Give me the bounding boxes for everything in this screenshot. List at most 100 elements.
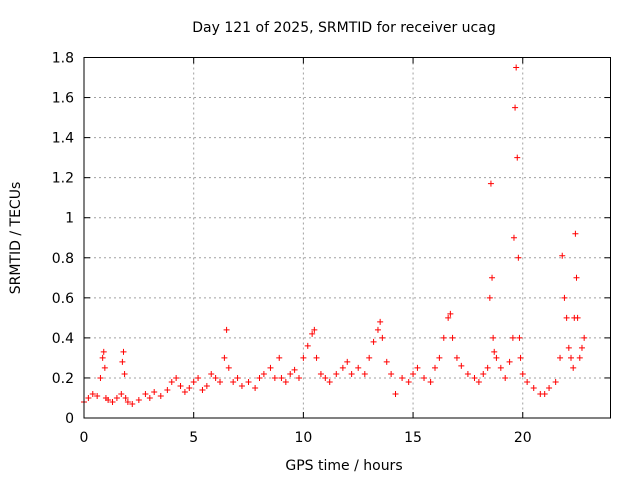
data-point [449,334,456,341]
data-point [109,398,116,405]
data-point [300,354,307,361]
data-point [561,294,568,301]
data-point [370,338,377,345]
data-point [379,334,386,341]
data-point [514,154,521,161]
data-point [225,364,232,371]
data-point [453,354,460,361]
data-point [421,374,428,381]
y-tick-label: 0 [65,411,74,427]
data-point [238,382,245,389]
data-point [146,394,153,401]
data-point [186,384,193,391]
data-point [252,384,259,391]
data-point [208,370,215,377]
data-point [436,354,443,361]
data-point [516,334,523,341]
data-point [97,374,104,381]
data-point [135,396,142,403]
data-point [157,392,164,399]
data-point [366,354,373,361]
data-point [291,366,298,373]
y-tick-label: 0.4 [52,331,74,347]
data-point [519,370,526,377]
data-point [151,388,158,395]
data-point [230,378,237,385]
data-point [173,374,180,381]
data-point [113,394,120,401]
data-point [326,378,333,385]
chart-title: Day 121 of 2025, SRMTID for receiver uca… [192,20,495,36]
data-point [295,374,302,381]
data-point [271,374,278,381]
data-point [490,334,497,341]
data-point [480,370,487,377]
data-point [361,370,368,377]
y-tick-label: 0.8 [52,251,74,267]
y-tick-label: 1.6 [52,91,74,107]
y-axis-ticks: 0 0.2 0.4 0.6 0.8 1 1.2 1.4 1.6 1.8 [52,51,611,427]
data-point [94,392,101,399]
data-point [559,252,566,259]
data-point [199,386,206,393]
x-tick-label: 20 [514,430,532,446]
data-point [524,378,531,385]
data-point [322,374,329,381]
data-point [355,364,362,371]
data-point [374,326,381,333]
data-point [489,274,496,281]
data-point [190,378,197,385]
data-point [515,254,522,261]
data-point [317,370,324,377]
data-point [392,390,399,397]
data-point [221,354,228,361]
data-point [445,314,452,321]
data-point [557,354,564,361]
data-point [168,378,175,385]
data-point [164,386,171,393]
data-point [212,374,219,381]
data-point [410,370,417,377]
data-point [572,230,579,237]
data-point [568,354,575,361]
data-point [105,396,112,403]
data-point [118,390,125,397]
data-point [195,374,202,381]
x-tick-label: 5 [189,430,198,446]
data-point [100,348,107,355]
data-point [513,64,520,71]
data-point [484,364,491,371]
data-point [506,358,513,365]
data-point [563,314,570,321]
y-tick-label: 0.6 [52,291,74,307]
data-point [260,370,267,377]
data-point [234,374,241,381]
data-point [101,364,108,371]
data-point [287,370,294,377]
data-points [81,64,588,407]
y-tick-label: 0.2 [52,371,74,387]
data-point [121,370,128,377]
data-point [581,334,588,341]
data-point [497,364,504,371]
data-point [377,318,384,325]
data-point [502,374,509,381]
data-point [487,180,494,187]
data-point [576,354,583,361]
data-point [282,378,289,385]
data-point [512,104,519,111]
y-tick-label: 1.8 [52,51,74,67]
data-point [217,378,224,385]
data-point [267,364,274,371]
data-point [491,348,498,355]
data-point [464,370,471,377]
data-point [304,342,311,349]
data-point [530,384,537,391]
data-point [313,354,320,361]
data-point [309,330,316,337]
data-point [85,394,92,401]
data-point [333,370,340,377]
x-axis-title: GPS time / hours [285,458,402,474]
data-point [447,310,454,317]
